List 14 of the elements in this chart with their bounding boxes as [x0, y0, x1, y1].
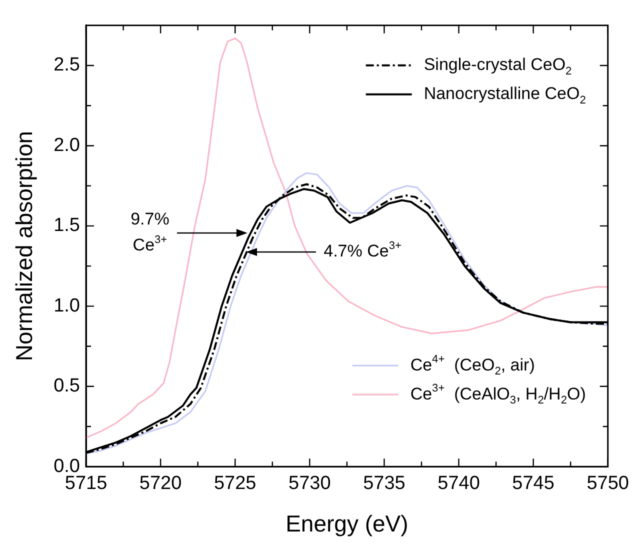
- x-tick-label: 5730: [288, 473, 331, 494]
- x-tick-label: 5740: [438, 473, 480, 494]
- x-tick-label: 5720: [139, 473, 182, 494]
- y-axis-title: Normalized absorption: [11, 130, 38, 362]
- y-tick-label: 1.0: [54, 295, 80, 316]
- x-tick-label: 5725: [214, 473, 256, 494]
- y-tick-label: 0.5: [54, 376, 80, 397]
- x-axis-title: Energy (eV): [286, 510, 408, 537]
- x-tick-label: 5735: [363, 473, 406, 494]
- y-tick-label: 2.0: [54, 134, 80, 156]
- y-tick-label: 2.5: [54, 54, 80, 76]
- x-tick-label: 5745: [512, 473, 554, 494]
- y-tick-label: 1.5: [54, 215, 80, 236]
- x-tick-label: 5750: [586, 473, 630, 494]
